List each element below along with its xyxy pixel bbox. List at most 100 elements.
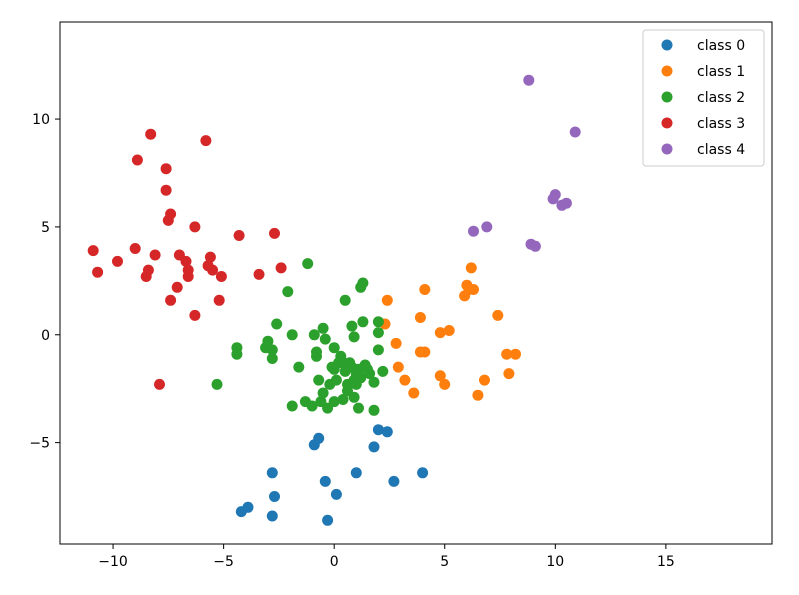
point-class-3 bbox=[92, 266, 104, 278]
point-class-4 bbox=[523, 74, 535, 86]
point-class-2 bbox=[368, 404, 380, 416]
point-class-2 bbox=[364, 368, 376, 380]
y-tick-label: 10 bbox=[32, 112, 50, 128]
point-class-2 bbox=[353, 402, 364, 414]
point-class-0 bbox=[266, 467, 278, 479]
point-class-0 bbox=[372, 424, 384, 436]
point-class-2 bbox=[311, 346, 322, 358]
x-tick-label: 15 bbox=[657, 554, 675, 570]
x-tick-label: 10 bbox=[546, 554, 564, 570]
y-axis: −5 0 5 10 bbox=[29, 112, 60, 452]
point-class-3 bbox=[165, 208, 177, 220]
point-class-2 bbox=[306, 400, 318, 412]
point-class-1 bbox=[510, 348, 521, 360]
point-class-0 bbox=[350, 467, 362, 479]
point-class-1 bbox=[503, 368, 515, 380]
x-tick-label: 5 bbox=[440, 554, 449, 570]
point-class-3 bbox=[112, 255, 123, 267]
point-class-2 bbox=[266, 353, 278, 364]
point-class-3 bbox=[182, 271, 194, 282]
point-class-2 bbox=[328, 342, 340, 354]
data-points bbox=[87, 74, 581, 526]
x-tick-label: −10 bbox=[98, 554, 128, 570]
point-class-2 bbox=[346, 320, 358, 332]
point-class-4 bbox=[468, 225, 479, 237]
point-class-2 bbox=[302, 258, 314, 270]
point-class-2 bbox=[348, 331, 360, 343]
x-tick-label: −5 bbox=[213, 554, 234, 570]
legend-label: class 1 bbox=[697, 64, 745, 80]
point-class-1 bbox=[392, 361, 404, 373]
point-class-0 bbox=[388, 475, 400, 487]
point-class-0 bbox=[381, 426, 393, 438]
point-class-1 bbox=[419, 284, 431, 295]
point-class-3 bbox=[275, 262, 287, 274]
point-class-1 bbox=[419, 346, 431, 358]
point-class-3 bbox=[160, 163, 172, 175]
point-class-3 bbox=[131, 154, 143, 166]
point-class-1 bbox=[434, 327, 446, 339]
point-class-1 bbox=[479, 374, 490, 386]
point-class-2 bbox=[372, 327, 384, 339]
point-class-2 bbox=[330, 374, 342, 386]
point-class-1 bbox=[390, 337, 402, 349]
point-class-2 bbox=[319, 333, 331, 345]
y-tick-label: 0 bbox=[41, 328, 50, 344]
point-class-2 bbox=[286, 329, 298, 341]
legend-marker bbox=[661, 91, 673, 103]
point-class-3 bbox=[171, 281, 183, 293]
point-class-3 bbox=[207, 264, 219, 276]
point-class-2 bbox=[372, 344, 384, 356]
point-class-3 bbox=[253, 268, 265, 280]
point-class-4 bbox=[529, 240, 541, 252]
point-class-3 bbox=[145, 128, 157, 140]
legend-box bbox=[642, 29, 765, 167]
point-class-1 bbox=[472, 389, 484, 401]
legend-marker bbox=[661, 65, 673, 77]
point-class-3 bbox=[204, 251, 216, 263]
legend-marker bbox=[661, 39, 673, 51]
point-class-2 bbox=[368, 376, 380, 388]
point-class-0 bbox=[313, 432, 325, 444]
point-class-1 bbox=[414, 312, 426, 323]
point-class-2 bbox=[266, 344, 278, 356]
point-class-4 bbox=[481, 221, 493, 233]
legend-marker bbox=[661, 117, 673, 129]
point-class-1 bbox=[399, 374, 411, 386]
point-class-0 bbox=[417, 467, 429, 479]
legend-label: class 0 bbox=[697, 38, 745, 54]
point-class-3 bbox=[165, 294, 177, 306]
point-class-3 bbox=[154, 378, 165, 390]
point-class-4 bbox=[569, 126, 581, 138]
point-class-4 bbox=[560, 197, 572, 209]
point-class-2 bbox=[262, 335, 274, 347]
point-class-0 bbox=[266, 510, 278, 522]
point-class-1 bbox=[408, 387, 420, 399]
point-class-2 bbox=[271, 318, 283, 330]
point-class-2 bbox=[282, 286, 294, 298]
point-class-2 bbox=[348, 391, 360, 403]
legend-label: class 4 bbox=[697, 142, 745, 158]
y-tick-label: 5 bbox=[41, 220, 50, 236]
point-class-2 bbox=[293, 361, 305, 373]
point-class-0 bbox=[368, 441, 380, 453]
point-class-2 bbox=[337, 394, 349, 405]
point-class-1 bbox=[468, 284, 479, 295]
point-class-0 bbox=[319, 475, 331, 487]
point-class-0 bbox=[242, 501, 254, 513]
point-class-2 bbox=[313, 374, 325, 386]
point-class-1 bbox=[492, 309, 504, 321]
point-class-3 bbox=[269, 227, 280, 239]
point-class-3 bbox=[213, 294, 225, 306]
legend: class 0 class 1 class 2 class 3 class 4 bbox=[642, 29, 765, 167]
point-class-3 bbox=[215, 271, 227, 282]
point-class-3 bbox=[129, 243, 141, 254]
point-class-3 bbox=[142, 264, 154, 276]
legend-marker bbox=[661, 143, 673, 155]
point-class-1 bbox=[439, 378, 451, 390]
point-class-2 bbox=[357, 316, 369, 328]
point-class-3 bbox=[180, 255, 192, 267]
point-class-3 bbox=[189, 309, 201, 321]
point-class-2 bbox=[357, 277, 369, 289]
